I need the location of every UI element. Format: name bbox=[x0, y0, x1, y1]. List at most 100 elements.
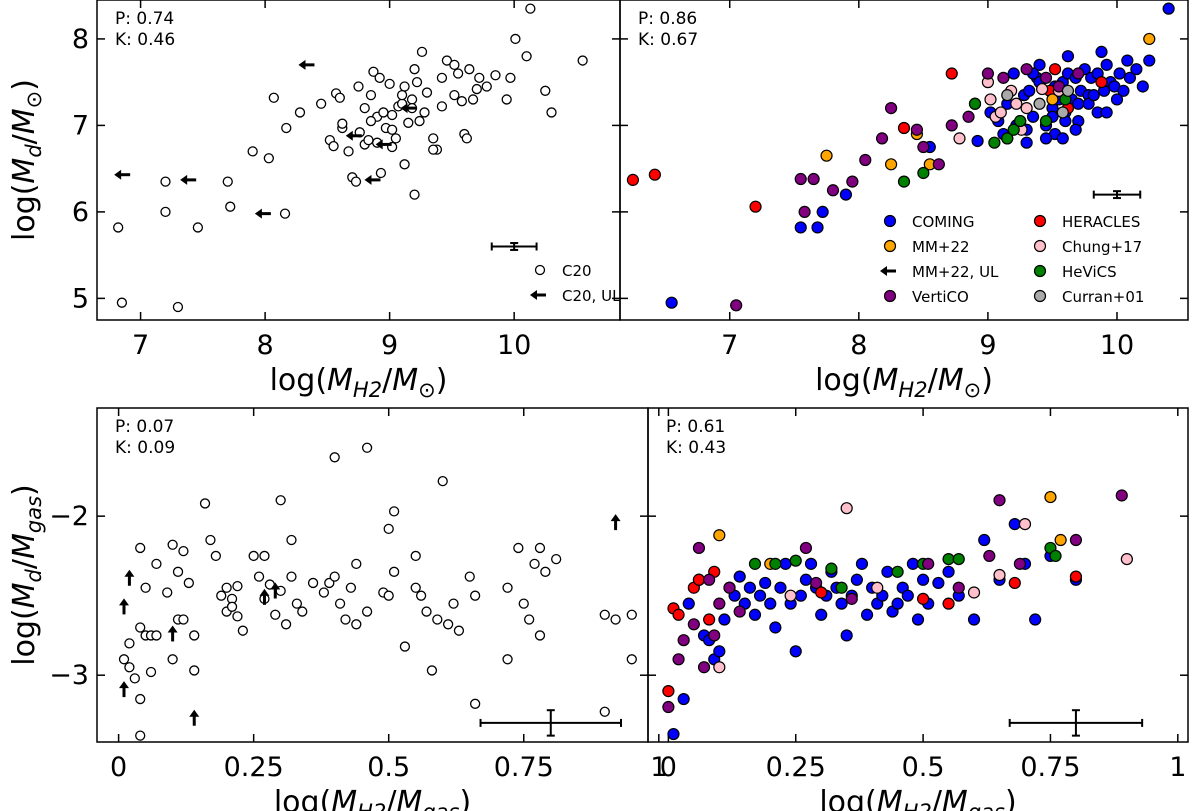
data-point bbox=[820, 149, 833, 162]
data-point bbox=[1023, 84, 1036, 97]
stat-annotation: P: 0.07 bbox=[115, 417, 174, 437]
data-point bbox=[1008, 576, 1021, 590]
data-point bbox=[860, 608, 874, 621]
data-point bbox=[135, 622, 146, 633]
data-point bbox=[365, 89, 377, 101]
series-mm-22 bbox=[713, 490, 1067, 570]
upper-limit-arrow bbox=[119, 681, 130, 698]
data-point bbox=[662, 700, 675, 714]
data-point bbox=[1020, 102, 1033, 115]
y-tick-label: 7 bbox=[72, 110, 89, 141]
data-point bbox=[708, 629, 721, 642]
data-point bbox=[279, 208, 291, 219]
data-point bbox=[981, 67, 995, 80]
data-point bbox=[784, 589, 797, 602]
data-point bbox=[406, 94, 418, 105]
upper-limit-arrow bbox=[189, 709, 200, 726]
data-point bbox=[248, 550, 259, 562]
upper-limit-arrow bbox=[167, 625, 178, 642]
data-point bbox=[263, 153, 274, 164]
data-point bbox=[383, 590, 394, 601]
series-heracles bbox=[626, 63, 1108, 213]
data-point bbox=[534, 542, 546, 554]
data-point bbox=[225, 201, 236, 212]
data-point bbox=[917, 140, 930, 154]
data-point bbox=[432, 614, 443, 625]
data-point bbox=[237, 625, 249, 636]
data-point bbox=[1117, 84, 1130, 97]
data-point bbox=[456, 96, 468, 107]
data-point bbox=[682, 597, 695, 610]
data-point bbox=[411, 77, 423, 88]
data-point bbox=[297, 606, 308, 617]
data-point bbox=[384, 78, 395, 90]
data-point bbox=[672, 608, 685, 621]
data-point bbox=[167, 539, 178, 550]
error-bar bbox=[490, 242, 538, 251]
data-point bbox=[1130, 63, 1143, 76]
data-point bbox=[1110, 93, 1124, 106]
data-point bbox=[687, 618, 700, 631]
data-point bbox=[942, 552, 955, 566]
data-point bbox=[884, 102, 898, 115]
x-tick-label: 9 bbox=[979, 330, 996, 361]
data-point bbox=[534, 630, 546, 641]
data-point bbox=[116, 297, 128, 308]
data-point bbox=[469, 698, 481, 709]
data-point bbox=[280, 619, 292, 630]
x-tick-label: 7 bbox=[132, 330, 149, 361]
data-point bbox=[967, 586, 981, 599]
data-point bbox=[794, 172, 807, 186]
data-point bbox=[167, 654, 178, 665]
data-point bbox=[178, 614, 189, 625]
data-point bbox=[1013, 557, 1026, 570]
data-point bbox=[428, 144, 439, 155]
data-point bbox=[399, 81, 410, 92]
data-point bbox=[1115, 489, 1128, 502]
data-point bbox=[337, 118, 348, 129]
data-point bbox=[345, 582, 357, 593]
data-point bbox=[140, 582, 151, 593]
upper-limit-arrow bbox=[298, 59, 315, 70]
legend-label: HeViCS bbox=[1062, 263, 1117, 281]
data-point bbox=[1010, 97, 1023, 110]
data-point bbox=[881, 565, 894, 578]
data-point bbox=[410, 582, 421, 593]
x-axis-title: log(MH2/M⊙) bbox=[815, 363, 993, 402]
data-point bbox=[521, 51, 532, 62]
data-point bbox=[942, 597, 955, 610]
data-point bbox=[815, 586, 828, 599]
data-point bbox=[1001, 89, 1014, 102]
data-point bbox=[993, 568, 1006, 582]
upper-limit-arrow bbox=[254, 208, 271, 219]
series-c20-ul bbox=[114, 59, 417, 219]
data-point bbox=[677, 692, 690, 706]
data-point bbox=[840, 502, 853, 515]
data-point bbox=[906, 557, 920, 570]
data-point bbox=[172, 301, 184, 313]
x-tick-label: 10 bbox=[497, 330, 531, 361]
data-point bbox=[513, 542, 524, 554]
data-point bbox=[183, 577, 194, 589]
data-point bbox=[343, 146, 354, 157]
data-point bbox=[540, 85, 551, 96]
data-point bbox=[1061, 50, 1075, 63]
data-point bbox=[449, 89, 460, 101]
data-point bbox=[388, 566, 400, 577]
series-hevics bbox=[897, 93, 1072, 188]
data-point bbox=[713, 645, 726, 658]
data-point bbox=[172, 566, 184, 577]
panel-top-left: 7 8 9 10 5 6 7 8 P: 0.74K: 0.46 C20 C20, UL log(MH2… bbox=[7, 0, 621, 402]
x-axis-title: log(MH2/Mgas) bbox=[274, 785, 471, 811]
data-point bbox=[318, 587, 330, 598]
data-point bbox=[291, 598, 303, 609]
x-tick-label: 0.75 bbox=[1020, 752, 1080, 783]
data-point bbox=[692, 541, 706, 555]
data-point bbox=[942, 565, 955, 578]
legend-label: HERACLES bbox=[1062, 213, 1140, 231]
data-point bbox=[626, 173, 640, 186]
data-point bbox=[232, 611, 243, 622]
data-point bbox=[471, 83, 482, 95]
data-point bbox=[952, 552, 965, 566]
data-point bbox=[983, 549, 996, 563]
